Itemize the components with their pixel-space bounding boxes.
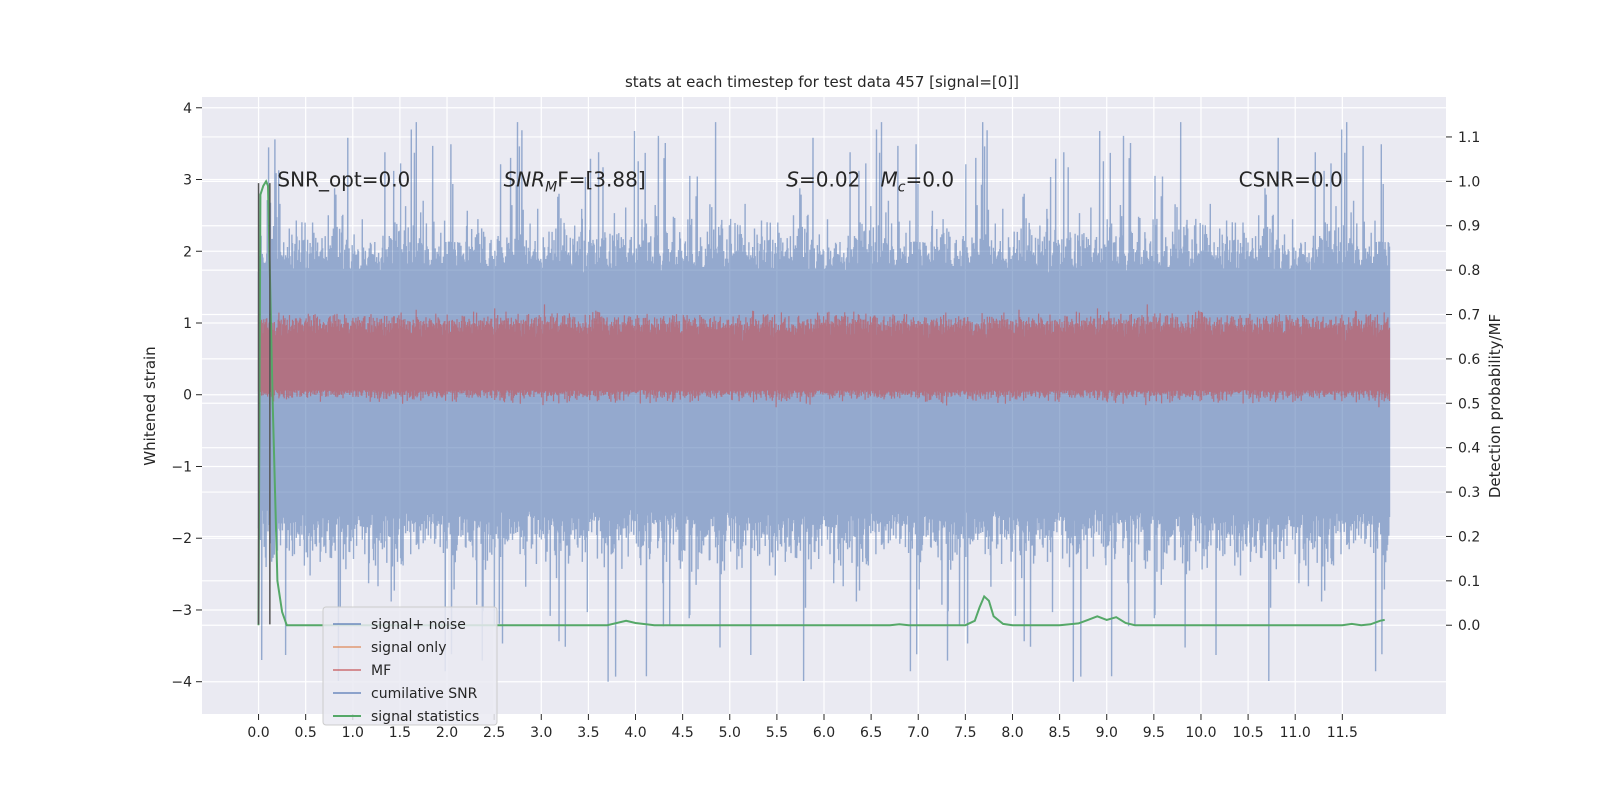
- annotation-text: SNR_opt=0.0: [277, 168, 410, 192]
- y-tick-label-right: 0.1: [1458, 574, 1480, 590]
- x-tick-label: 10.5: [1233, 725, 1264, 741]
- x-tick-label: 1.5: [389, 725, 411, 741]
- x-tick-label: 11.5: [1327, 725, 1358, 741]
- y-tick-label: 4: [183, 101, 192, 117]
- y-tick-label: −3: [171, 603, 192, 619]
- x-tick-label: 2.0: [436, 725, 458, 741]
- annotation-suffix: =0.0: [906, 168, 955, 192]
- x-tick-label: 4.5: [672, 725, 694, 741]
- y-axis-label: Whitened strain: [141, 346, 159, 465]
- annotation-snr-opt: SNR_opt=0.0: [277, 168, 410, 192]
- annotation-snr-mf: SNRMF=[3.88]: [504, 168, 646, 196]
- x-tick-label: 6.0: [813, 725, 835, 741]
- y-tick-label-right: 0.9: [1458, 219, 1480, 235]
- x-tick-label: 7.5: [954, 725, 976, 741]
- x-tick-label: 2.5: [483, 725, 505, 741]
- signal-statistics-series: [257, 179, 1385, 627]
- annotation-text: S: [786, 168, 799, 192]
- x-tick-label: 6.5: [860, 725, 882, 741]
- y-tick-label-right: 1.1: [1458, 130, 1480, 146]
- x-tick-label: 0.0: [247, 725, 269, 741]
- x-tick-label: 8.0: [1001, 725, 1023, 741]
- mf-series: [257, 304, 1391, 408]
- y-tick-label-right: 0.7: [1458, 308, 1480, 324]
- annotation-suffix: =0.02: [799, 168, 860, 192]
- y-tick-label-right: 1.0: [1458, 174, 1480, 190]
- y-tick-label: −2: [171, 531, 192, 547]
- x-tick-label: 1.0: [342, 725, 364, 741]
- y-tick-label-right: 0.0: [1458, 618, 1480, 634]
- x-tick-label: 7.0: [907, 725, 929, 741]
- x-tick-label: 10.0: [1185, 725, 1216, 741]
- legend-label: signal+ noise: [371, 617, 466, 633]
- annotation-mc: Mc=0.0: [881, 168, 955, 196]
- x-tick-label: 3.5: [577, 725, 599, 741]
- y-tick-label: 1: [183, 316, 192, 332]
- annotation-text: SNR: [504, 168, 546, 192]
- y-tick-label-right: 0.8: [1458, 263, 1480, 279]
- x-tick-label: 8.5: [1048, 725, 1070, 741]
- y-tick-label-right: 0.4: [1458, 441, 1480, 457]
- y-tick-label-right: 0.3: [1458, 485, 1480, 501]
- legend-label: cumilative SNR: [371, 686, 478, 702]
- y-tick-label: 0: [183, 388, 192, 404]
- annotation-subscript: M: [545, 180, 557, 196]
- annotation-text: CSNR=0.0: [1239, 168, 1343, 192]
- annotation-suffix: F=[3.88]: [557, 168, 645, 192]
- left-axis: −4 −3 −2 −1 0 1 2 3 4: [171, 101, 202, 691]
- y-tick-label: −1: [171, 459, 192, 475]
- y-axis-label-right: Detection probability/MF: [1486, 314, 1504, 498]
- x-tick-label: 3.0: [530, 725, 552, 741]
- legend-label: signal only: [371, 640, 446, 656]
- annotation-subscript: c: [898, 180, 906, 196]
- y-tick-label-right: 0.5: [1458, 396, 1480, 412]
- annotation-s-stat: S=0.02: [786, 168, 860, 192]
- legend-box: [322, 606, 498, 726]
- y-tick-label: 3: [183, 173, 192, 189]
- x-tick-label: 0.5: [295, 725, 317, 741]
- legend-label: MF: [371, 663, 391, 679]
- right-axis: 0.0 0.1 0.2 0.3 0.4 0.5 0.6 0.7 0.8 0.9 1.0 1.1: [1446, 130, 1480, 634]
- annotation-csnr: CSNR=0.0: [1239, 168, 1343, 192]
- legend: signal+ noise signal only MF cumilative SNR…: [322, 606, 498, 726]
- x-tick-label: 5.0: [719, 725, 741, 741]
- x-tick-label: 4.0: [624, 725, 646, 741]
- y-tick-label: 2: [183, 244, 192, 260]
- y-tick-label-right: 0.2: [1458, 529, 1480, 545]
- series-layer: [257, 122, 1391, 682]
- x-tick-label: 11.0: [1280, 725, 1311, 741]
- annotation-layer: SNR_opt=0.0 SNRMF=[3.88] S=0.02 Mc=0.0 CSNR=…: [277, 168, 1342, 196]
- annotation-text: M: [881, 168, 898, 192]
- x-axis: 0.0 0.5 1.0 1.5 2.0 2.5 3.0 3.5 4.0 4.5 5.0 5.5 6.0 6…: [247, 714, 1358, 741]
- x-tick-label: 5.5: [766, 725, 788, 741]
- y-tick-label: −4: [171, 675, 192, 691]
- x-tick-label: 9.5: [1143, 725, 1165, 741]
- x-tick-label: 9.0: [1096, 725, 1118, 741]
- legend-label: signal statistics: [371, 709, 479, 725]
- y-tick-label-right: 0.6: [1458, 352, 1480, 368]
- chart-title: stats at each timestep for test data 457…: [625, 73, 1019, 91]
